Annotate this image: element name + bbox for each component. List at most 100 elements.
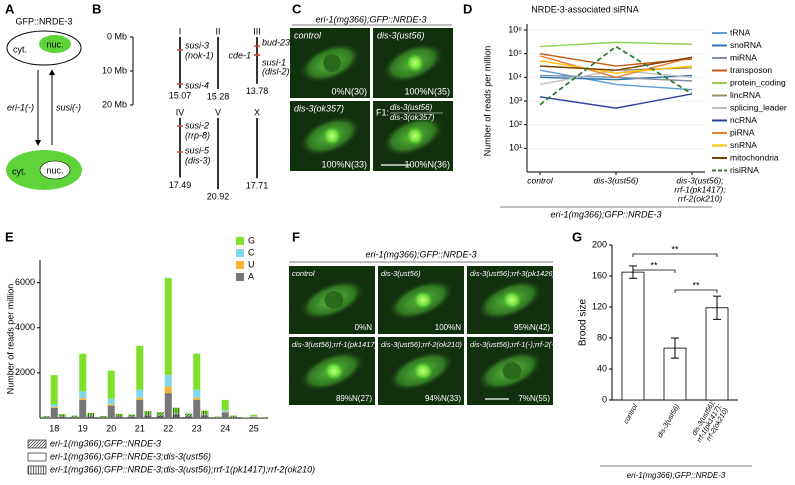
image-result: 100%N(33)	[321, 159, 367, 169]
nucleus	[406, 126, 424, 146]
gene-label: (rrp-8)	[185, 130, 210, 140]
legend-swatch	[27, 452, 47, 462]
image-result: 100%N(36)	[404, 159, 450, 169]
y-tick-label: 0	[602, 394, 607, 404]
significance-label: **	[692, 280, 700, 290]
x-tick-label: 25	[249, 423, 259, 433]
bar-segment	[107, 370, 115, 399]
legend-label: splicing_leader	[730, 102, 787, 112]
bar-pattern	[185, 416, 193, 418]
series-line	[539, 74, 693, 81]
bar-pattern	[128, 414, 136, 417]
bar-pattern	[42, 416, 50, 417]
y-axis-label: Number of reads per million	[5, 284, 15, 395]
image-genotype: dis-3(ust56);rrf-1(pk1417)	[292, 340, 378, 349]
gene-label: cde-1	[228, 50, 251, 60]
x-tick-label: rrf-2(ok210)	[678, 193, 723, 203]
gene-label: (dis-3)	[185, 155, 211, 165]
image-prefix: F1:	[376, 107, 389, 117]
x-tick-label: 24	[220, 423, 230, 433]
bar	[705, 307, 729, 401]
y-tick-label: 10⁵	[508, 48, 522, 58]
x-tick-label: 21	[135, 423, 145, 433]
panel-label: C	[292, 1, 302, 16]
bar-segment	[50, 407, 58, 418]
y-tick-label: 10³	[509, 95, 522, 105]
legend-label: protein_coding	[730, 77, 786, 87]
series-line	[539, 45, 693, 106]
bar-pattern	[58, 416, 66, 418]
x-tick-label: 20	[106, 423, 116, 433]
bar-segment	[136, 345, 144, 390]
gene-label: susi-3	[185, 40, 209, 50]
x-tick-label: rrf-1(pk1417);	[674, 184, 726, 194]
bar-pattern	[99, 417, 107, 418]
y-tick-label: 10²	[509, 119, 522, 129]
y-tick-label: 160	[592, 270, 607, 280]
bar-segment	[193, 399, 201, 418]
y-tick-label: 10¹	[509, 143, 522, 153]
x-tick-label-group: dis-3(ust56)	[657, 403, 682, 439]
bar-pattern	[87, 413, 95, 416]
bar-pattern	[71, 417, 79, 418]
y-tick-label: 200	[592, 239, 607, 249]
bar	[621, 271, 645, 401]
bar-pattern	[115, 413, 123, 416]
legend-label: piRNA	[730, 127, 755, 137]
bar-pattern	[156, 412, 164, 415]
y-axis-label: Brood size	[578, 298, 589, 346]
image-genotype: dis-3(ok357)	[294, 103, 344, 113]
bar-segment	[136, 399, 144, 418]
bar-segment	[164, 375, 172, 387]
x-tick-label-group: dis-3(ust56);rrf-1(pk1417);rrf-2(ok210)	[691, 400, 730, 444]
bar-pattern	[99, 415, 107, 417]
x-tick-label: 19	[78, 423, 88, 433]
chromosome-length: 15.07	[169, 91, 192, 101]
bar-segment	[136, 397, 144, 400]
panel-label: D	[463, 1, 472, 16]
x-tick-label: control	[623, 403, 640, 425]
reverse-label: susi(-)	[56, 102, 81, 112]
bar-pattern	[213, 417, 221, 418]
bar-pattern	[229, 415, 237, 417]
panel-a-title: GFP::NRDE-3	[15, 16, 72, 26]
chromosome-length: 20.92	[207, 192, 230, 202]
image-genotype: dis-3(ust56);rrf-2(ok210)	[381, 340, 462, 349]
forward-label: eri-1(-)	[7, 102, 34, 112]
series-line	[539, 55, 693, 79]
series-line	[539, 93, 693, 109]
series-line	[539, 60, 693, 74]
legend-label: ncRNA	[730, 115, 757, 125]
y-tick-label: 10⁶	[508, 24, 522, 34]
legend-label: snoRNA	[730, 40, 762, 50]
bar-segment	[164, 393, 172, 418]
bar-pattern	[156, 414, 164, 416]
bar-pattern	[128, 416, 136, 418]
series-line	[539, 56, 693, 71]
legend-label: eri-1(mg366);GFP::NRDE-3	[50, 438, 161, 448]
chart-title: NRDE-3-associated siRNA	[531, 4, 639, 14]
y-tick-label: 6000	[15, 277, 35, 287]
gene-label: susi-5	[185, 145, 210, 155]
bar-segment	[193, 353, 201, 390]
image-result: 100%N(35)	[404, 86, 450, 96]
legend-label: miRNA	[730, 52, 757, 62]
bar-pattern	[201, 410, 209, 415]
legend-label: A	[248, 271, 254, 281]
panel-title: eri-1(mg366);GFP::NRDE-3	[365, 249, 476, 259]
chromosome-length: 17.49	[169, 180, 192, 190]
legend-label: snRNA	[730, 140, 757, 150]
bar-segment	[250, 414, 258, 417]
legend-pattern	[28, 466, 46, 474]
image-result: 94%N(33)	[425, 394, 461, 403]
image-result: 0%N(30)	[331, 86, 367, 96]
x-tick-label-group: control	[623, 403, 640, 425]
chromosome-name: IV	[176, 107, 185, 117]
x-tick-label: 18	[49, 423, 59, 433]
legend-label: U	[248, 259, 255, 269]
cyt-label: cyt.	[13, 44, 27, 54]
legend-swatch	[236, 237, 244, 245]
significance-bracket	[674, 289, 718, 293]
nucleus	[502, 362, 522, 380]
bar-segment	[79, 398, 87, 400]
